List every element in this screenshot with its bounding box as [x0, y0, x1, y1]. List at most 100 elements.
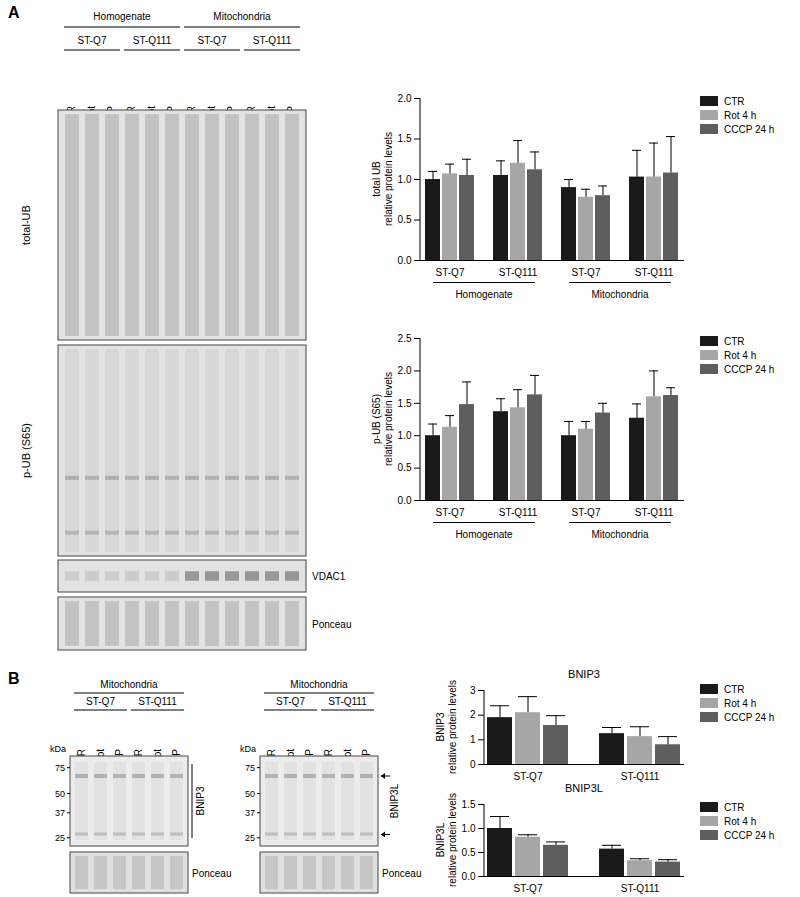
svg-text:CCCP: CCCP	[114, 749, 125, 778]
svg-text:50: 50	[245, 789, 255, 799]
svg-text:25: 25	[55, 833, 65, 843]
svg-text:CCCP 24 h: CCCP 24 h	[724, 830, 774, 841]
svg-text:relative protein levels: relative protein levels	[383, 372, 394, 466]
svg-text:Rot: Rot	[95, 749, 106, 765]
svg-text:VDAC1: VDAC1	[312, 571, 346, 582]
svg-text:Rot: Rot	[206, 106, 217, 122]
svg-text:Rot: Rot	[285, 749, 296, 765]
svg-text:BNIP3L: BNIP3L	[389, 783, 400, 818]
svg-text:Homogenate: Homogenate	[455, 529, 513, 540]
svg-text:1.0: 1.0	[398, 174, 412, 185]
svg-text:Rot: Rot	[342, 749, 353, 765]
svg-text:Homogenate: Homogenate	[455, 289, 513, 300]
svg-text:Rot 4 h: Rot 4 h	[724, 110, 756, 121]
svg-text:CTR: CTR	[126, 106, 137, 127]
svg-text:0: 0	[470, 759, 476, 770]
svg-text:CCCP 24 h: CCCP 24 h	[724, 124, 774, 135]
svg-text:CCCP: CCCP	[226, 106, 237, 135]
svg-text:2: 2	[470, 709, 476, 720]
svg-text:Ponceau: Ponceau	[192, 868, 231, 879]
svg-text:CTR: CTR	[323, 749, 334, 770]
svg-text:kDa: kDa	[50, 744, 66, 754]
svg-text:CCCP 24 h: CCCP 24 h	[724, 364, 774, 375]
svg-text:Mitochondria: Mitochondria	[591, 529, 649, 540]
svg-text:ST-Q7: ST-Q7	[436, 267, 465, 278]
svg-text:CTR: CTR	[724, 96, 745, 107]
svg-text:ST-Q7: ST-Q7	[276, 696, 305, 707]
svg-text:CCCP: CCCP	[361, 749, 372, 778]
svg-text:0.0: 0.0	[398, 255, 412, 266]
svg-text:CTR: CTR	[186, 106, 197, 127]
svg-text:ST-Q7: ST-Q7	[572, 267, 601, 278]
svg-text:ST-Q7: ST-Q7	[514, 771, 543, 782]
svg-text:Mitochondria: Mitochondria	[100, 679, 158, 690]
svg-text:Rot: Rot	[146, 106, 157, 122]
svg-text:1.5: 1.5	[462, 799, 476, 810]
svg-text:ST-Q111: ST-Q111	[499, 267, 538, 278]
svg-text:75: 75	[245, 763, 255, 773]
svg-text:Mitochondria: Mitochondria	[290, 679, 348, 690]
svg-text:total UB: total UB	[371, 161, 382, 197]
svg-text:CTR: CTR	[246, 106, 257, 127]
svg-text:ST-Q111: ST-Q111	[499, 507, 538, 518]
svg-text:relative protein levels: relative protein levels	[447, 680, 458, 774]
svg-text:Homogenate: Homogenate	[93, 11, 151, 22]
svg-text:Rot: Rot	[86, 106, 97, 122]
svg-text:Rot: Rot	[152, 749, 163, 765]
svg-text:relative protein levels: relative protein levels	[383, 132, 394, 226]
svg-text:BNIP3L: BNIP3L	[435, 822, 446, 857]
svg-text:CTR: CTR	[66, 106, 77, 127]
svg-text:ST-Q7: ST-Q7	[572, 507, 601, 518]
svg-text:kDa: kDa	[240, 744, 256, 754]
svg-text:1.0: 1.0	[398, 430, 412, 441]
svg-text:BNIP3: BNIP3	[435, 712, 446, 741]
svg-text:0.5: 0.5	[462, 847, 476, 858]
svg-text:Mitochondria: Mitochondria	[213, 11, 271, 22]
svg-text:ST-Q111: ST-Q111	[138, 696, 177, 707]
svg-text:CCCP 24 h: CCCP 24 h	[724, 712, 774, 723]
svg-text:CTR: CTR	[724, 684, 745, 695]
svg-text:CCCP: CCCP	[304, 749, 315, 778]
svg-text:ST-Q7: ST-Q7	[436, 507, 465, 518]
svg-text:CTR: CTR	[133, 749, 144, 770]
svg-text:Rot: Rot	[266, 106, 277, 122]
svg-text:ST-Q7: ST-Q7	[86, 696, 115, 707]
svg-text:ST-Q111: ST-Q111	[133, 35, 172, 46]
svg-text:1.0: 1.0	[462, 823, 476, 834]
svg-text:37: 37	[245, 808, 255, 818]
svg-text:CCCP: CCCP	[106, 106, 117, 135]
svg-text:CTR: CTR	[266, 749, 277, 770]
svg-text:2.5: 2.5	[398, 333, 412, 344]
svg-text:25: 25	[245, 833, 255, 843]
svg-text:BNIP3L: BNIP3L	[565, 782, 603, 794]
svg-text:ST-Q7: ST-Q7	[514, 883, 543, 894]
svg-text:37: 37	[55, 808, 65, 818]
svg-text:CTR: CTR	[724, 336, 745, 347]
svg-text:1: 1	[470, 734, 476, 745]
svg-text:p-UB (S65): p-UB (S65)	[371, 394, 382, 444]
svg-text:1.5: 1.5	[398, 398, 412, 409]
svg-text:2.0: 2.0	[398, 93, 412, 104]
svg-text:BNIP3: BNIP3	[568, 668, 600, 680]
svg-text:ST-Q111: ST-Q111	[621, 771, 660, 782]
svg-text:ST-Q111: ST-Q111	[635, 267, 674, 278]
svg-text:0.5: 0.5	[398, 214, 412, 225]
svg-text:CTR: CTR	[76, 749, 87, 770]
svg-text:BNIP3: BNIP3	[195, 786, 206, 815]
svg-text:p-UB (S65): p-UB (S65)	[20, 423, 32, 478]
svg-text:A: A	[8, 4, 20, 21]
svg-text:Rot 4 h: Rot 4 h	[724, 350, 756, 361]
svg-text:CCCP: CCCP	[166, 106, 177, 135]
svg-text:CTR: CTR	[724, 802, 745, 813]
svg-text:ST-Q7: ST-Q7	[78, 35, 107, 46]
svg-text:CCCP: CCCP	[171, 749, 182, 778]
svg-text:Mitochondria: Mitochondria	[591, 289, 649, 300]
svg-text:Ponceau: Ponceau	[382, 868, 421, 879]
svg-text:75: 75	[55, 763, 65, 773]
svg-text:0.0: 0.0	[398, 495, 412, 506]
svg-text:Ponceau: Ponceau	[312, 619, 351, 630]
svg-text:relative protein levels: relative protein levels	[447, 793, 458, 887]
svg-text:3: 3	[470, 685, 476, 696]
svg-text:0.5: 0.5	[398, 462, 412, 473]
svg-text:ST-Q111: ST-Q111	[635, 507, 674, 518]
